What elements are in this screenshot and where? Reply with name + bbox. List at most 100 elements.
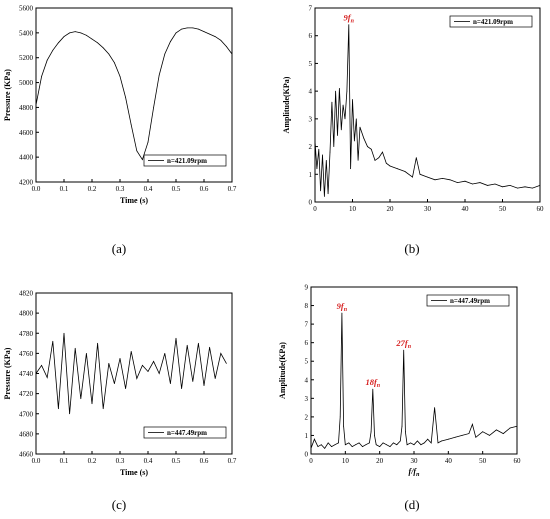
- x-axis-label: Time (s): [120, 468, 148, 477]
- data-point: [393, 442, 394, 444]
- x-tick-label: 60: [537, 205, 545, 213]
- data-point: [41, 76, 42, 77]
- x-tick-label: 0.5: [172, 185, 181, 193]
- data-point: [119, 358, 121, 359]
- legend-box: [449, 15, 533, 28]
- data-point: [63, 332, 65, 334]
- data-point: [489, 435, 490, 436]
- y-tick-label: 4660: [19, 451, 34, 459]
- legend-label: n=421.09rpm: [167, 157, 207, 165]
- data-point: [423, 442, 425, 444]
- data-point: [52, 340, 54, 342]
- y-axis-label: Amplitude(KPa): [278, 342, 287, 399]
- data-point: [385, 162, 387, 164]
- data-point: [396, 444, 398, 446]
- peak-annotation: 9fn: [337, 301, 348, 313]
- legend-label: n=447.49rpm: [167, 429, 207, 437]
- data-point: [192, 381, 194, 382]
- data-point: [437, 442, 439, 444]
- y-tick-label: 4720: [19, 390, 34, 398]
- data-point: [136, 150, 138, 152]
- data-point: [331, 446, 332, 447]
- data-point: [220, 353, 222, 354]
- y-tick-label: 4600: [19, 129, 34, 137]
- caption-c: (c): [111, 497, 127, 512]
- x-tick-label: 40: [445, 457, 453, 465]
- data-point: [91, 38, 93, 40]
- x-tick-label: 0.6: [200, 457, 209, 465]
- data-point: [58, 408, 59, 410]
- data-point: [41, 365, 42, 366]
- data-point: [314, 438, 315, 440]
- y-tick-label: 4200: [19, 179, 34, 187]
- data-point: [198, 342, 199, 344]
- x-tick-label: 0: [309, 457, 313, 465]
- data-point: [164, 353, 166, 354]
- data-point: [52, 49, 54, 51]
- data-point: [370, 148, 372, 150]
- data-point: [69, 32, 70, 34]
- data-point: [532, 187, 533, 189]
- data-point: [427, 438, 429, 440]
- y-tick-label: 0: [305, 451, 309, 459]
- data-point: [97, 42, 98, 44]
- chart-d: 0 10 20 30 40 50 60 0 1 2 3 4 5 6 7 8 9 f/fn Amplitude(KPa…: [278, 284, 521, 479]
- data-point: [502, 433, 504, 434]
- y-tick-label: 4700: [19, 410, 34, 418]
- data-point: [91, 403, 93, 405]
- data-point: [369, 442, 370, 444]
- series-line: [35, 333, 227, 414]
- data-point: [374, 160, 376, 161]
- data-point: [365, 444, 367, 446]
- data-point: [339, 416, 341, 418]
- data-point: [355, 118, 357, 120]
- data-point: [340, 129, 342, 131]
- y-tick-label: 2: [309, 143, 313, 151]
- y-tick-label: 5000: [19, 79, 34, 87]
- data-point: [367, 146, 368, 148]
- data-point: [434, 179, 436, 181]
- x-tick-label: 0.4: [144, 185, 153, 193]
- y-tick-label: 8: [305, 302, 309, 310]
- data-point: [475, 436, 477, 438]
- data-point: [379, 446, 381, 447]
- x-tick-label: 10: [349, 205, 357, 213]
- x-tick-label: 0: [313, 205, 317, 213]
- y-tick-label: 5600: [19, 5, 34, 13]
- y-tick-label: 5400: [19, 29, 34, 37]
- data-point: [359, 126, 361, 128]
- x-tick-label: 30: [424, 205, 432, 213]
- data-point: [102, 47, 104, 49]
- data-point: [181, 28, 183, 30]
- data-point: [80, 398, 82, 400]
- series-line: [314, 24, 541, 197]
- data-point: [358, 442, 360, 444]
- data-point: [125, 388, 126, 389]
- x-tick-label: 0.1: [60, 457, 69, 465]
- data-point: [516, 425, 518, 427]
- data-point: [404, 171, 406, 172]
- series-line: [35, 27, 233, 161]
- data-point: [457, 182, 458, 184]
- data-point: [320, 444, 322, 446]
- data-point: [417, 440, 418, 442]
- y-tick-label: 4740: [19, 370, 34, 378]
- y-tick-label: 7: [309, 5, 313, 13]
- data-point: [472, 183, 473, 185]
- x-tick-label: 0.6: [200, 185, 209, 193]
- data-point: [119, 76, 121, 77]
- data-point: [479, 182, 481, 184]
- data-point: [158, 373, 160, 374]
- data-point: [344, 118, 346, 120]
- x-tick-label: 0.0: [32, 185, 41, 193]
- chart-a: 0.0 0.1 0.2 0.3 0.4 0.5 0.6 0.7 4200 4400 4600 4800…: [3, 5, 237, 206]
- data-point: [343, 425, 344, 427]
- peak-annotation: 27fn: [395, 338, 411, 350]
- data-point: [203, 385, 205, 386]
- data-point: [153, 361, 155, 362]
- x-tick-label: 50: [499, 205, 507, 213]
- data-point: [413, 444, 415, 446]
- data-point: [46, 377, 48, 378]
- data-point: [74, 347, 76, 349]
- data-point: [420, 444, 422, 446]
